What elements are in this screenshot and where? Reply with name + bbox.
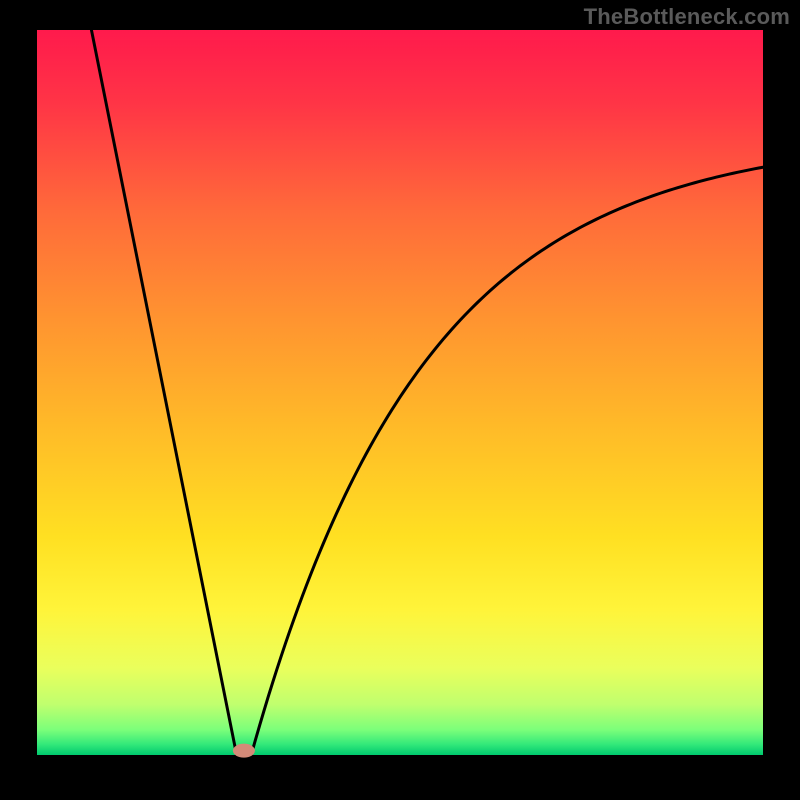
chart-container: TheBottleneck.com [0, 0, 800, 800]
bottleneck-chart [0, 0, 800, 800]
watermark-text: TheBottleneck.com [584, 4, 790, 30]
plot-background [37, 30, 763, 755]
optimum-marker [233, 744, 255, 758]
